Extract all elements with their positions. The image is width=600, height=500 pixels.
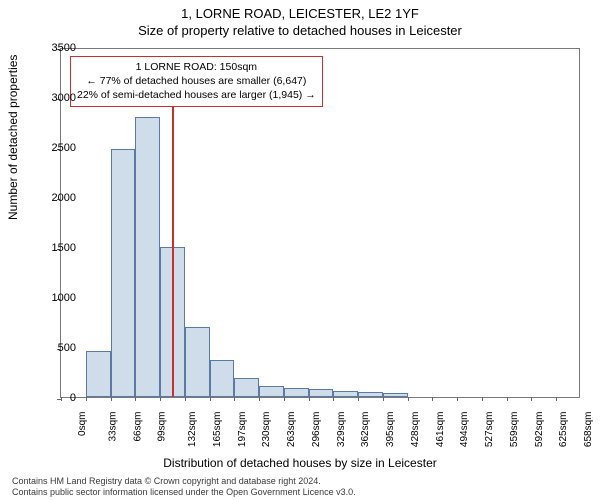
x-tick-mark bbox=[432, 397, 433, 401]
x-tick-label: 329sqm bbox=[336, 412, 347, 448]
info-line-larger: 22% of semi-detached houses are larger (… bbox=[77, 88, 316, 102]
footer-line1: Contains HM Land Registry data © Crown c… bbox=[12, 476, 356, 487]
x-axis-label: Distribution of detached houses by size … bbox=[0, 456, 600, 470]
x-tick-label: 527sqm bbox=[484, 412, 495, 448]
x-tick-mark bbox=[160, 397, 161, 401]
y-tick-label: 500 bbox=[58, 342, 76, 354]
histogram-bar bbox=[383, 393, 408, 397]
x-tick-mark bbox=[259, 397, 260, 401]
histogram-bar bbox=[86, 351, 111, 397]
x-tick-label: 0sqm bbox=[77, 412, 88, 436]
x-tick-mark bbox=[210, 397, 211, 401]
chart-subtitle: Size of property relative to detached ho… bbox=[0, 21, 600, 38]
x-tick-mark bbox=[61, 397, 62, 401]
property-info-box: 1 LORNE ROAD: 150sqm ← 77% of detached h… bbox=[70, 56, 323, 107]
x-tick-mark bbox=[507, 397, 508, 401]
x-tick-label: 592sqm bbox=[534, 412, 545, 448]
attribution-footer: Contains HM Land Registry data © Crown c… bbox=[12, 476, 356, 498]
property-marker-line bbox=[172, 57, 174, 397]
x-tick-mark bbox=[234, 397, 235, 401]
histogram-bar bbox=[358, 392, 383, 397]
x-tick-label: 263sqm bbox=[286, 412, 297, 448]
footer-line2: Contains public sector information licen… bbox=[12, 487, 356, 498]
x-tick-label: 362sqm bbox=[360, 412, 371, 448]
x-tick-label: 230sqm bbox=[261, 412, 272, 448]
chart-title-address: 1, LORNE ROAD, LEICESTER, LE2 1YF bbox=[0, 0, 600, 21]
info-line-property: 1 LORNE ROAD: 150sqm bbox=[77, 60, 316, 74]
x-tick-label: 66sqm bbox=[132, 412, 143, 442]
y-tick-label: 3000 bbox=[52, 92, 76, 104]
y-axis-label: Number of detached properties bbox=[6, 55, 20, 220]
x-tick-mark bbox=[531, 397, 532, 401]
x-tick-label: 395sqm bbox=[385, 412, 396, 448]
histogram-bar bbox=[333, 391, 358, 397]
x-tick-label: 197sqm bbox=[237, 412, 248, 448]
x-tick-label: 625sqm bbox=[559, 412, 570, 448]
x-tick-mark bbox=[309, 397, 310, 401]
x-tick-label: 494sqm bbox=[460, 412, 471, 448]
histogram-bar bbox=[234, 378, 259, 397]
x-tick-label: 165sqm bbox=[212, 412, 223, 448]
x-tick-mark bbox=[457, 397, 458, 401]
x-tick-mark bbox=[135, 397, 136, 401]
y-tick-label: 3500 bbox=[52, 42, 76, 54]
y-tick-label: 1000 bbox=[52, 292, 76, 304]
x-tick-mark bbox=[408, 397, 409, 401]
histogram-bar bbox=[210, 360, 235, 397]
x-tick-mark bbox=[333, 397, 334, 401]
x-tick-mark bbox=[111, 397, 112, 401]
x-tick-label: 461sqm bbox=[435, 412, 446, 448]
histogram-bar bbox=[309, 389, 334, 397]
histogram-bar bbox=[111, 149, 136, 397]
x-tick-label: 658sqm bbox=[583, 412, 594, 448]
x-tick-label: 428sqm bbox=[410, 412, 421, 448]
histogram-bar bbox=[185, 327, 210, 397]
x-tick-mark bbox=[185, 397, 186, 401]
x-tick-mark bbox=[383, 397, 384, 401]
x-tick-label: 559sqm bbox=[509, 412, 520, 448]
x-tick-mark bbox=[86, 397, 87, 401]
y-tick-label: 2500 bbox=[52, 142, 76, 154]
x-tick-label: 296sqm bbox=[311, 412, 322, 448]
x-tick-mark bbox=[358, 397, 359, 401]
y-tick-label: 0 bbox=[70, 392, 76, 404]
x-tick-label: 33sqm bbox=[107, 412, 118, 442]
histogram-bar bbox=[135, 117, 160, 397]
info-line-smaller: ← 77% of detached houses are smaller (6,… bbox=[77, 74, 316, 88]
histogram-bar bbox=[259, 386, 284, 397]
histogram-bar bbox=[284, 388, 309, 398]
x-tick-mark bbox=[482, 397, 483, 401]
x-tick-mark bbox=[284, 397, 285, 401]
x-tick-label: 99sqm bbox=[157, 412, 168, 442]
x-tick-mark bbox=[556, 397, 557, 401]
x-tick-label: 132sqm bbox=[187, 412, 198, 448]
y-tick-label: 1500 bbox=[52, 242, 76, 254]
y-tick-label: 2000 bbox=[52, 192, 76, 204]
